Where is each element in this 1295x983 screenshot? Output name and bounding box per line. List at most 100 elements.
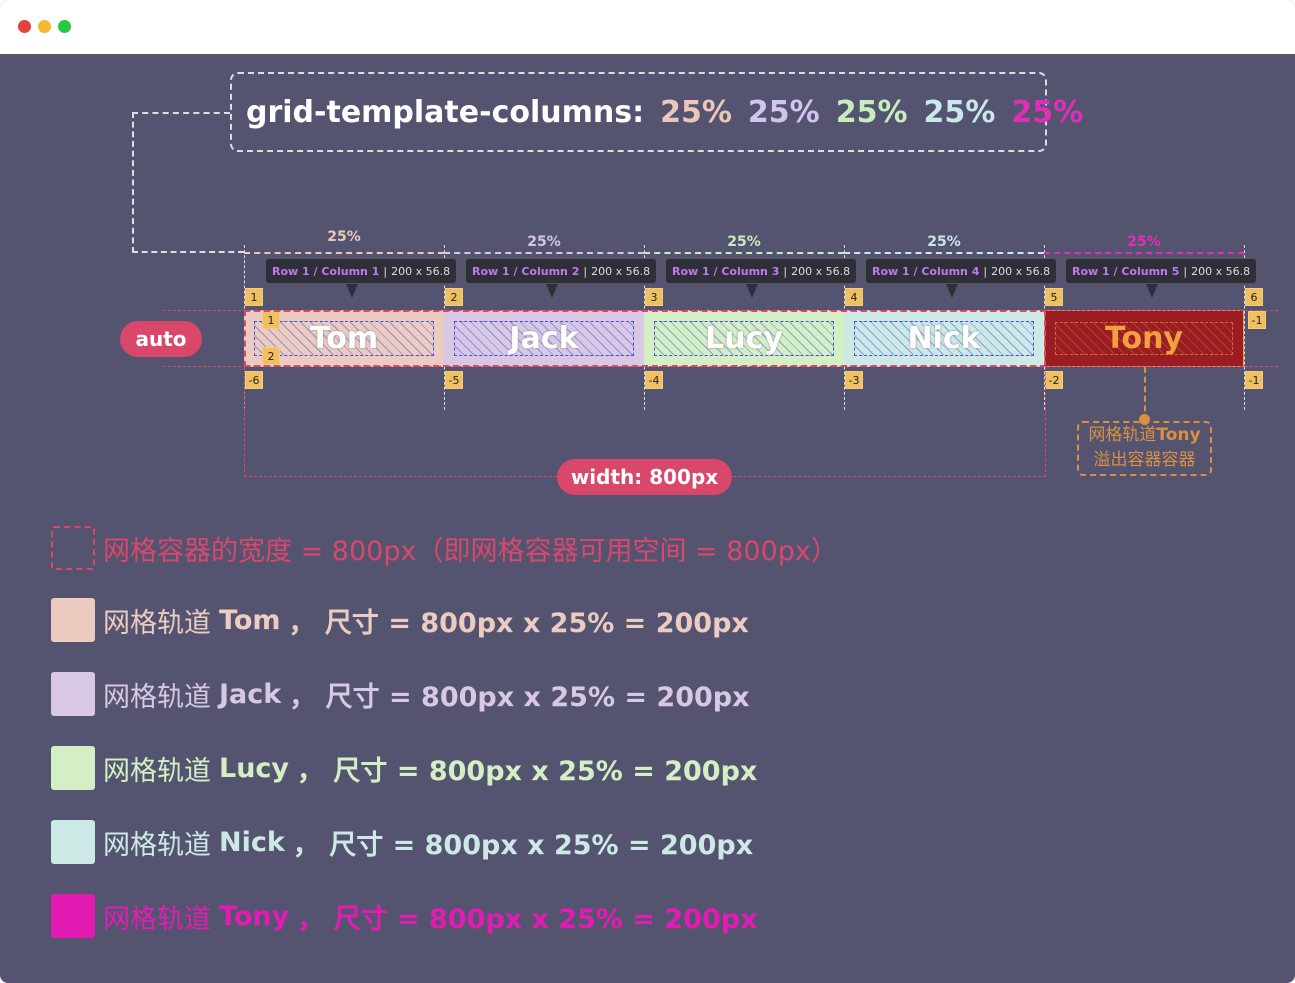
note-text: 网格轨道 bbox=[1088, 425, 1157, 445]
tip-divider: | bbox=[783, 264, 788, 278]
column-percent: 25% bbox=[327, 229, 361, 245]
code-value: 25% bbox=[660, 94, 732, 130]
grid-item-nick[interactable]: Nick bbox=[844, 310, 1044, 367]
legend-formula: ， 尺寸 = 800px x 25% = 200px bbox=[297, 755, 758, 787]
legend-item: 网格轨道 Tom， 尺寸 = 800px x 25% = 200px bbox=[51, 598, 749, 642]
legend-swatch bbox=[51, 820, 95, 864]
grid-line bbox=[1244, 245, 1245, 410]
row-line-number: 2 bbox=[262, 347, 280, 365]
pointer-dot bbox=[1139, 414, 1150, 425]
connector-line bbox=[132, 251, 244, 253]
code-value: 25% bbox=[835, 94, 908, 130]
line-number: 2 bbox=[445, 288, 463, 306]
row-line-number-negative: -1 bbox=[1248, 311, 1266, 329]
legend-formula: ， 尺寸 = 800px x 25% = 200px bbox=[292, 829, 754, 861]
note-name: Tony bbox=[1156, 425, 1201, 445]
code-value: 25% bbox=[923, 94, 996, 130]
line-number-negative: -6 bbox=[245, 371, 263, 389]
line-number-negative: -4 bbox=[645, 371, 663, 389]
code-value: 25% bbox=[1011, 94, 1084, 130]
tip-label: Row 1 / Column 3 bbox=[672, 264, 780, 278]
tip-label: Row 1 / Column 5 bbox=[1072, 264, 1180, 278]
content-area bbox=[654, 321, 834, 356]
item-name: Lucy bbox=[705, 321, 783, 356]
title-bar bbox=[0, 0, 1295, 54]
column-arrow bbox=[244, 252, 444, 254]
legend-name: Tony bbox=[219, 900, 290, 932]
item-name: Nick bbox=[907, 321, 981, 356]
tip-divider: | bbox=[383, 264, 388, 278]
legend-item: 网格轨道 Tony， 尺寸 = 800px x 25% = 200px bbox=[51, 894, 758, 938]
note-text: 溢出容器容器 bbox=[1093, 450, 1196, 470]
connector-line bbox=[132, 112, 230, 253]
close-button[interactable] bbox=[18, 20, 31, 33]
content-area bbox=[854, 321, 1034, 356]
content-area bbox=[454, 321, 634, 356]
tip-size: 200 x 56.8 bbox=[991, 264, 1051, 278]
legend-name: Nick bbox=[219, 826, 285, 858]
column-arrow bbox=[844, 252, 1044, 254]
legend-item: 网格轨道 Lucy， 尺寸 = 800px x 25% = 200px bbox=[51, 746, 757, 790]
grid-item-jack[interactable]: Jack bbox=[444, 310, 644, 367]
row-size-badge: auto bbox=[120, 321, 202, 357]
width-badge: width: 800px bbox=[557, 459, 732, 495]
column-arrow bbox=[644, 252, 844, 254]
legend-formula: ， 尺寸 = 800px x 25% = 200px bbox=[297, 903, 758, 935]
content-area bbox=[1055, 322, 1233, 355]
column-arrow bbox=[1044, 252, 1244, 254]
tip-size: 200 x 56.8 bbox=[391, 264, 451, 278]
minimize-button[interactable] bbox=[38, 20, 51, 33]
cell-tooltip: Row 1 / Column 5 | 200 x 56.8 bbox=[1065, 258, 1258, 298]
legend-name: Jack bbox=[219, 678, 282, 710]
line-number: 4 bbox=[845, 288, 863, 306]
overflow-note: 网格轨道Tony 溢出容器容器 bbox=[1077, 421, 1212, 476]
legend-swatch bbox=[51, 598, 95, 642]
tip-size: 200 x 56.8 bbox=[1191, 264, 1251, 278]
legend-item: 网格轨道 Jack， 尺寸 = 800px x 25% = 200px bbox=[51, 672, 750, 716]
legend-swatch bbox=[51, 672, 95, 716]
line-number: 6 bbox=[1245, 288, 1263, 306]
tip-label: Row 1 / Column 4 bbox=[872, 264, 980, 278]
grid-item-lucy[interactable]: Lucy bbox=[644, 310, 844, 367]
line-number-negative: -5 bbox=[445, 371, 463, 389]
line-number: 3 bbox=[645, 288, 663, 306]
column-arrow bbox=[444, 252, 644, 254]
legend-prefix: 网格轨道 bbox=[103, 607, 211, 639]
legend-prefix: 网格轨道 bbox=[103, 755, 211, 787]
content-area bbox=[254, 321, 434, 356]
cell-tooltip: Row 1 / Column 4 | 200 x 56.8 bbox=[865, 258, 1058, 298]
legend-prefix: 网格轨道 bbox=[103, 681, 211, 713]
grid-item-tony[interactable]: Tony bbox=[1044, 310, 1244, 367]
maximize-button[interactable] bbox=[58, 20, 71, 33]
code-value: 25% bbox=[747, 94, 820, 130]
legend-item: 网格轨道 Nick， 尺寸 = 800px x 25% = 200px bbox=[51, 820, 753, 864]
item-name: Jack bbox=[509, 321, 579, 356]
tip-label: Row 1 / Column 1 bbox=[272, 264, 380, 278]
legend-formula: ， 尺寸 = 800px x 25% = 200px bbox=[288, 607, 749, 639]
column-percent: 25% bbox=[727, 234, 761, 250]
tip-size: 200 x 56.8 bbox=[791, 264, 851, 278]
cell-tooltip: Row 1 / Column 3 | 200 x 56.8 bbox=[665, 258, 858, 298]
line-number-negative: -2 bbox=[1045, 371, 1063, 389]
tip-divider: | bbox=[1183, 264, 1188, 278]
legend-name: Tom bbox=[219, 604, 281, 636]
line-number-negative: -1 bbox=[1245, 371, 1263, 389]
legend-text: 网格容器的宽度 = 800px（即网格容器可用空间 = 800px） bbox=[103, 535, 838, 567]
cell-tooltip: Row 1 / Column 2 | 200 x 56.8 bbox=[465, 258, 658, 298]
tip-divider: | bbox=[583, 264, 588, 278]
container-outline bbox=[244, 310, 1046, 367]
cell-tooltip: Row 1 / Column 1 | 200 x 56.8 bbox=[265, 258, 458, 298]
code-box: grid-template-columns: 25% 25% 25% 25% 25% bbox=[230, 72, 1083, 152]
column-percent: 25% bbox=[927, 234, 961, 250]
line-number-negative: -3 bbox=[845, 371, 863, 389]
tip-size: 200 x 56.8 bbox=[591, 264, 651, 278]
legend-swatch bbox=[51, 894, 95, 938]
item-name: Tony bbox=[1104, 321, 1183, 356]
line-number: 5 bbox=[1045, 288, 1063, 306]
legend-prefix: 网格轨道 bbox=[103, 829, 211, 861]
legend-name: Lucy bbox=[219, 752, 290, 784]
line-number: 1 bbox=[245, 288, 263, 306]
legend-swatch bbox=[51, 526, 95, 570]
column-percent: 25% bbox=[527, 234, 561, 250]
legend-swatch bbox=[51, 746, 95, 790]
